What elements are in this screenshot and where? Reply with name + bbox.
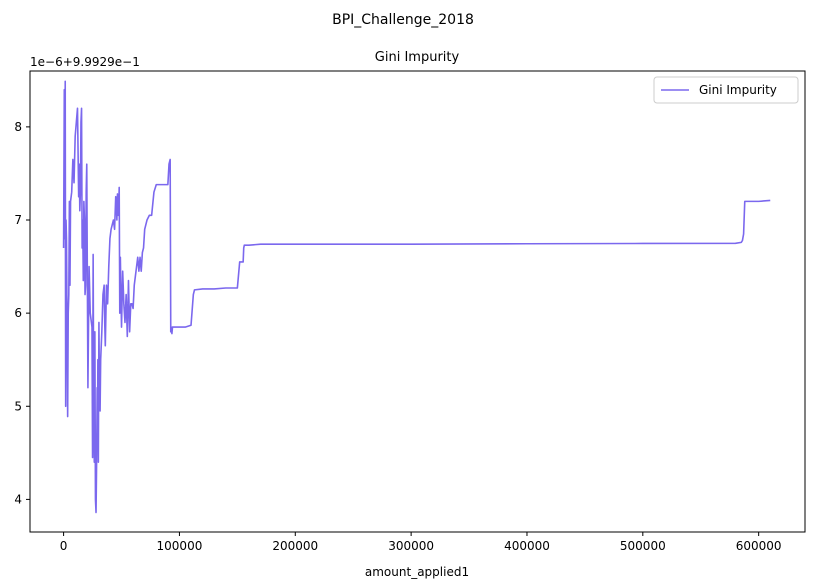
plot-frame bbox=[29, 70, 806, 533]
chart-title: Gini Impurity bbox=[375, 50, 460, 65]
y-tick-label: 7 bbox=[14, 213, 22, 227]
x-tick-label: 100000 bbox=[157, 539, 203, 553]
y-offset-text: 1e−6+9.9929e−1 bbox=[30, 55, 140, 69]
y-tick-label: 4 bbox=[14, 492, 22, 506]
y-axis-ticks: 4 5 6 7 8 bbox=[14, 120, 30, 506]
legend: Gini Impurity bbox=[653, 76, 799, 104]
x-tick-label: 500000 bbox=[620, 539, 666, 553]
x-tick-label: 200000 bbox=[272, 539, 318, 553]
y-tick-label: 5 bbox=[14, 399, 22, 413]
series-layer bbox=[62, 80, 771, 514]
x-axis-ticks: 0 100000 200000 300000 400000 500000 600000 bbox=[60, 532, 782, 553]
y-tick-label: 8 bbox=[14, 120, 22, 134]
series-line-gini-impurity bbox=[62, 80, 771, 514]
x-tick-label: 0 bbox=[60, 539, 68, 553]
x-tick-label: 300000 bbox=[388, 539, 434, 553]
legend-label-gini-impurity: Gini Impurity bbox=[699, 83, 777, 97]
x-axis-label: amount_applied1 bbox=[365, 565, 469, 579]
legend-box bbox=[653, 76, 799, 104]
figure-suptitle: BPI_Challenge_2018 bbox=[332, 12, 474, 28]
plot-area: 0 100000 200000 300000 400000 500000 600000 4 5… bbox=[14, 70, 806, 553]
y-tick-label: 6 bbox=[14, 306, 22, 320]
x-tick-label: 400000 bbox=[504, 539, 550, 553]
x-tick-label: 600000 bbox=[736, 539, 782, 553]
